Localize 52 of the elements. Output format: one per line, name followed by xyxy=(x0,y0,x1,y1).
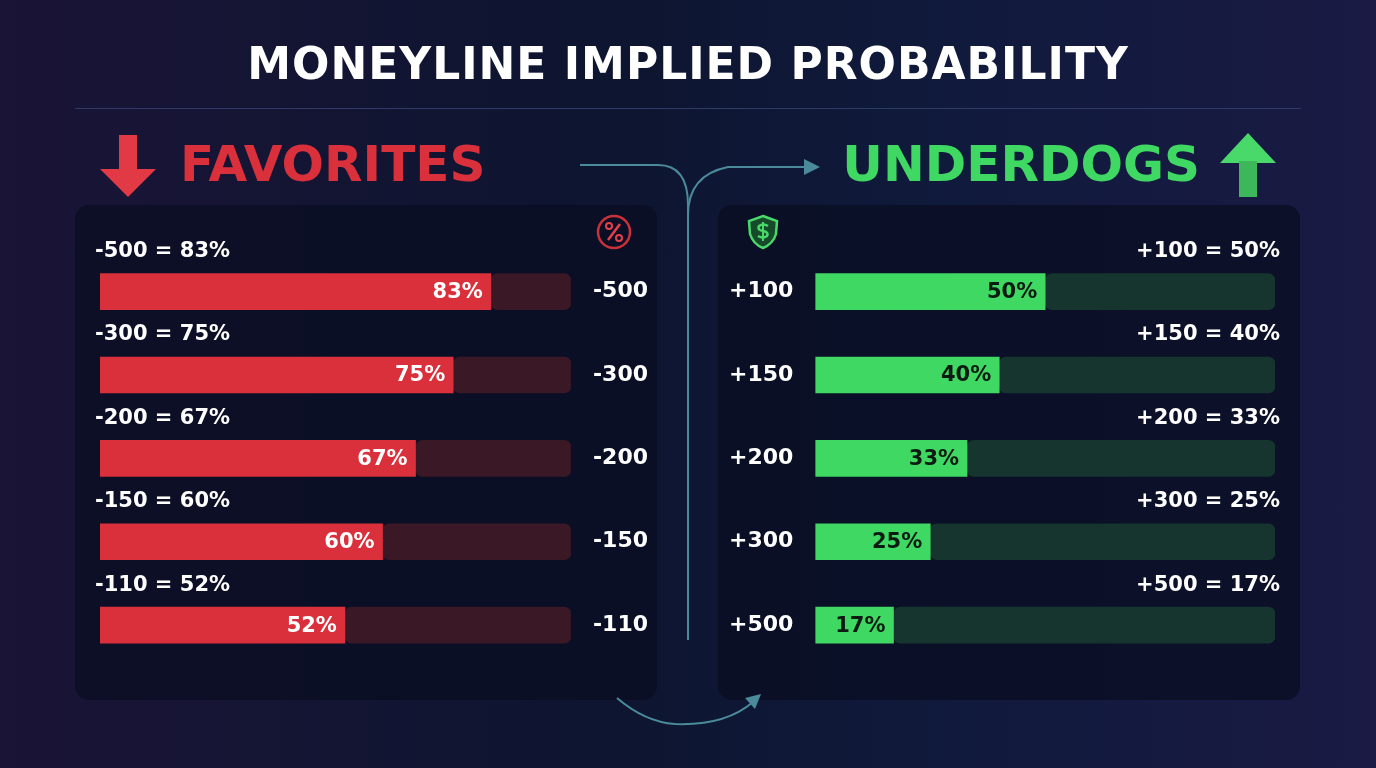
bar xyxy=(966,440,1275,477)
y-tick-label: -500 xyxy=(592,277,649,303)
annotation: -200 = 67% xyxy=(95,404,231,429)
bar xyxy=(382,523,571,561)
annotation: +200 = 33% xyxy=(1136,404,1280,429)
annotation: +500 = 17% xyxy=(1136,571,1280,596)
y-tick-label: -110 xyxy=(592,610,649,636)
bar xyxy=(100,606,346,644)
annotation: +150 = 40% xyxy=(1136,321,1280,346)
bar xyxy=(344,606,571,644)
bar xyxy=(998,356,1275,394)
bar xyxy=(100,523,383,561)
bar xyxy=(1044,273,1275,311)
bar xyxy=(100,273,492,311)
data-label: 33% xyxy=(908,445,960,470)
bar xyxy=(100,356,454,394)
data-label: 17% xyxy=(835,612,886,637)
annotation: +300 = 25% xyxy=(1136,488,1280,513)
y-tick-label: -150 xyxy=(592,527,649,553)
bar xyxy=(815,273,1046,311)
bar xyxy=(815,356,1000,394)
bar xyxy=(893,606,1275,644)
bar xyxy=(815,440,968,477)
annotation: -300 = 75% xyxy=(95,321,231,346)
bar xyxy=(452,356,571,394)
y-tick-label: +200 xyxy=(729,444,794,470)
annotation: -150 = 60% xyxy=(95,488,231,513)
data-label: 25% xyxy=(872,529,923,554)
bar xyxy=(490,273,571,311)
annotation: -500 = 83% xyxy=(95,238,231,263)
y-tick-label: +100 xyxy=(729,277,794,303)
data-label: 60% xyxy=(324,529,375,554)
bar xyxy=(100,440,416,477)
chart-title: UNDERDOGS xyxy=(841,135,1200,193)
bar xyxy=(815,523,931,561)
data-label: 50% xyxy=(986,279,1038,304)
y-tick-label: -200 xyxy=(592,444,649,470)
data-label: 40% xyxy=(940,362,992,387)
data-label: 52% xyxy=(286,612,337,637)
chart-title: FAVORITES xyxy=(180,135,487,193)
text: MONEYLINE IMPLIED PROBABILITY xyxy=(246,38,1130,89)
y-tick-label: -300 xyxy=(592,360,649,386)
data-label: 67% xyxy=(357,445,408,470)
y-tick-label: +150 xyxy=(729,360,794,386)
y-tick-label: +300 xyxy=(729,527,794,553)
y-tick-label: +500 xyxy=(729,610,794,636)
data-label: 83% xyxy=(432,279,483,304)
bar xyxy=(929,523,1275,561)
annotation: -110 = 52% xyxy=(95,571,231,596)
annotation: +100 = 50% xyxy=(1136,238,1280,263)
bar xyxy=(415,440,571,477)
data-label: 75% xyxy=(394,362,446,387)
